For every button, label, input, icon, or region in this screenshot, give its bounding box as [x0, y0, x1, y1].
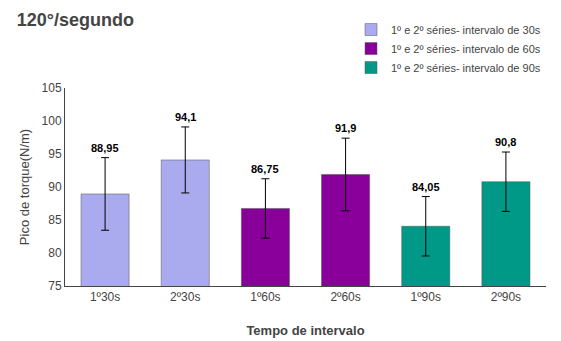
svg-text:1º e 2º séries- intervalo de 6: 1º e 2º séries- intervalo de 60s [391, 43, 541, 55]
svg-text:94,1: 94,1 [175, 111, 196, 123]
svg-text:1º60s: 1º60s [250, 290, 280, 304]
svg-text:2º90s: 2º90s [491, 290, 521, 304]
svg-text:90,8: 90,8 [495, 136, 516, 148]
svg-text:85: 85 [48, 213, 62, 227]
svg-text:Pico de torque(N/m): Pico de torque(N/m) [17, 129, 32, 245]
svg-text:105: 105 [42, 81, 62, 95]
svg-text:1º30s: 1º30s [90, 290, 120, 304]
svg-text:86,75: 86,75 [251, 163, 279, 175]
svg-text:88,95: 88,95 [91, 142, 119, 154]
svg-text:Tempo de intervalo: Tempo de intervalo [246, 323, 364, 338]
svg-text:120°/segundo: 120°/segundo [17, 10, 134, 30]
svg-text:90: 90 [48, 180, 62, 194]
svg-text:91,9: 91,9 [335, 122, 356, 134]
svg-text:1º e 2º séries- intervalo de 3: 1º e 2º séries- intervalo de 30s [391, 24, 541, 36]
svg-text:80: 80 [48, 246, 62, 260]
svg-text:100: 100 [42, 114, 62, 128]
svg-text:2º60s: 2º60s [330, 290, 360, 304]
svg-text:75: 75 [48, 279, 62, 293]
svg-text:1º e 2º séries- intervalo de 9: 1º e 2º séries- intervalo de 90s [391, 62, 541, 74]
svg-text:2º30s: 2º30s [170, 290, 200, 304]
svg-text:1º90s: 1º90s [411, 290, 441, 304]
svg-text:84,05: 84,05 [412, 181, 440, 193]
svg-text:95: 95 [48, 147, 62, 161]
